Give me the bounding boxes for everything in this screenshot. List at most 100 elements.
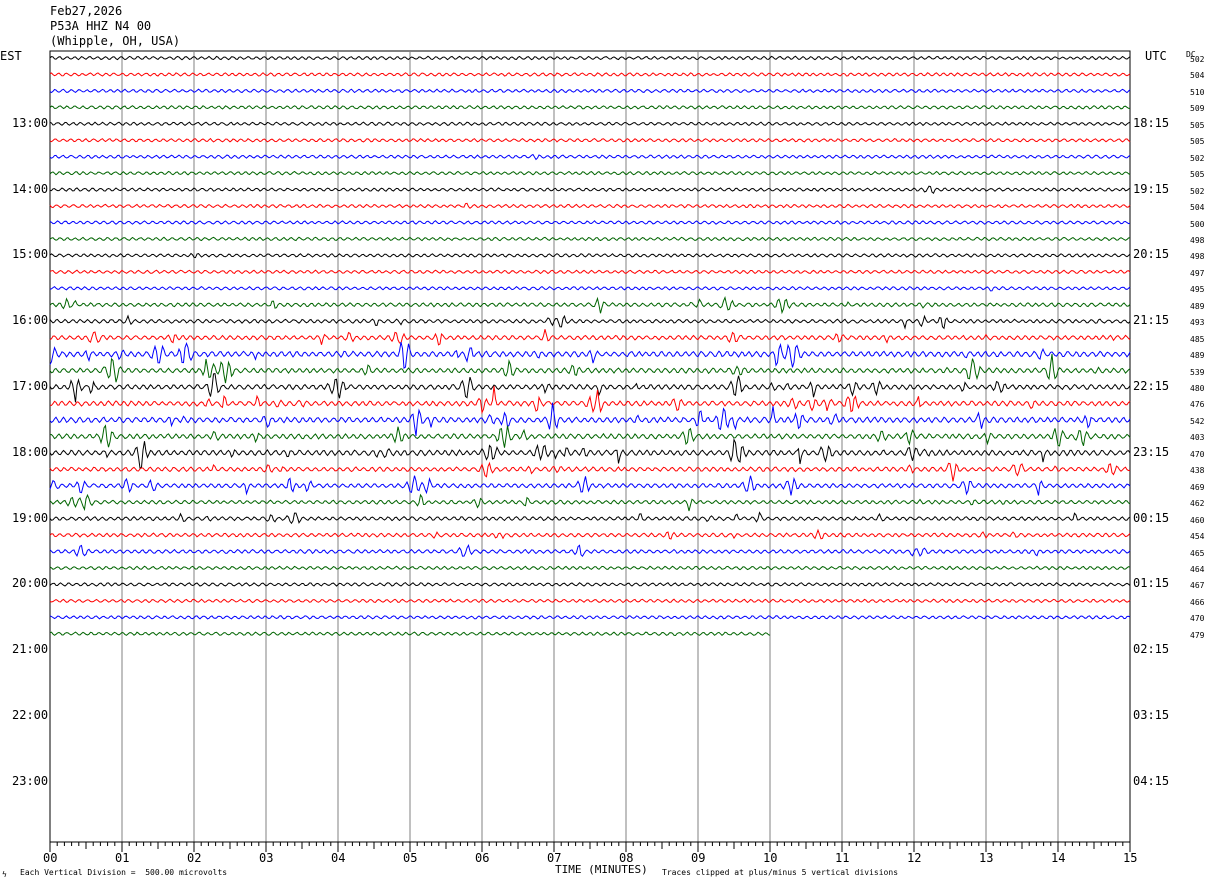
dc-offset-label: 470 bbox=[1190, 614, 1205, 624]
seismic-trace bbox=[49, 137, 1131, 143]
minute-tick-label: 12 bbox=[907, 851, 922, 865]
minute-tick-label: 13 bbox=[979, 851, 994, 865]
utc-hour-label: 01:15 bbox=[1133, 576, 1170, 591]
seismic-trace bbox=[49, 153, 1131, 161]
minute-tick-label: 01 bbox=[115, 851, 130, 865]
minute-tick-label: 14 bbox=[1051, 851, 1066, 865]
seismic-trace bbox=[49, 461, 1131, 482]
dc-offset-label: 403 bbox=[1190, 433, 1205, 443]
dc-offset-label: 464 bbox=[1190, 564, 1205, 574]
est-hour-label: 20:00 bbox=[12, 576, 49, 591]
est-axis-label: EST bbox=[0, 49, 22, 63]
seismic-trace bbox=[49, 437, 1131, 469]
dc-offset-label: 497 bbox=[1190, 268, 1205, 278]
seismic-trace bbox=[49, 511, 1131, 525]
est-hour-label: 23:00 bbox=[12, 773, 49, 788]
utc-hour-label: 18:15 bbox=[1133, 115, 1170, 130]
seismic-trace bbox=[49, 353, 1131, 384]
seismic-trace bbox=[49, 252, 1131, 259]
minute-tick-label: 05 bbox=[403, 851, 418, 865]
est-hour-label: 22:00 bbox=[12, 708, 49, 722]
seismic-trace bbox=[49, 285, 1131, 292]
dc-offset-label: 498 bbox=[1190, 252, 1205, 262]
seismic-trace bbox=[49, 543, 1131, 558]
dc-offset-label: 466 bbox=[1190, 597, 1205, 607]
dc-offset-label: 509 bbox=[1190, 104, 1205, 114]
seismic-trace bbox=[49, 72, 1131, 77]
dc-offset-label: 510 bbox=[1190, 87, 1205, 97]
utc-hour-label: 00:15 bbox=[1133, 510, 1170, 525]
seismic-trace bbox=[49, 424, 1131, 448]
dc-offset-label: 502 bbox=[1190, 186, 1205, 196]
location-label: (Whipple, OH, USA) bbox=[50, 34, 181, 48]
seismic-trace bbox=[49, 598, 1131, 604]
minute-tick-label: 07 bbox=[547, 851, 562, 865]
minute-tick-label: 09 bbox=[691, 851, 706, 865]
dc-offset-label: 505 bbox=[1190, 170, 1205, 180]
seismic-trace bbox=[49, 88, 1131, 94]
utc-hour-label: 19:15 bbox=[1133, 181, 1170, 196]
dc-offset-label: 467 bbox=[1190, 581, 1205, 591]
dc-offset-label: 539 bbox=[1190, 367, 1205, 377]
seismic-trace bbox=[49, 170, 1131, 176]
dc-offset-label: 495 bbox=[1190, 285, 1205, 295]
seismic-trace bbox=[49, 105, 1131, 110]
dc-offset-label: 542 bbox=[1190, 416, 1205, 426]
dc-offset-label: 500 bbox=[1190, 219, 1205, 229]
minute-tick-label: 11 bbox=[835, 851, 850, 865]
minute-tick-label: 15 bbox=[1123, 851, 1138, 865]
plot-frame bbox=[49, 50, 1131, 843]
seismic-trace bbox=[49, 402, 1131, 437]
utc-hour-label: 20:15 bbox=[1133, 247, 1170, 262]
dc-offset-label: 489 bbox=[1190, 301, 1205, 311]
seismic-trace bbox=[49, 236, 1131, 242]
seismic-trace bbox=[49, 295, 1131, 315]
seismic-trace bbox=[49, 373, 1131, 403]
dc-offset-label: 493 bbox=[1190, 318, 1205, 328]
est-hour-label: 13:00 bbox=[12, 115, 49, 130]
minute-tick-label: 03 bbox=[259, 851, 274, 865]
est-hour-label: 17:00 bbox=[12, 379, 49, 393]
seismic-trace bbox=[49, 475, 1131, 496]
est-hour-label: 14:00 bbox=[12, 181, 49, 196]
seismic-trace bbox=[49, 493, 1131, 512]
dc-offset-label: 498 bbox=[1190, 235, 1205, 245]
seismic-trace bbox=[49, 631, 771, 637]
dc-offset-label: 462 bbox=[1190, 499, 1205, 509]
seismic-trace bbox=[49, 269, 1131, 275]
seismic-trace bbox=[49, 185, 1131, 194]
minute-tick-label: 04 bbox=[331, 851, 346, 865]
scale-note: Each Vertical Division = 500.00 microvol… bbox=[20, 868, 228, 877]
dc-offset-label: 505 bbox=[1190, 120, 1205, 130]
seismic-trace bbox=[49, 385, 1131, 415]
dc-column-label: DC bbox=[1186, 50, 1196, 59]
dc-offset-label: 454 bbox=[1190, 532, 1205, 542]
est-hour-label: 16:00 bbox=[12, 313, 49, 328]
dc-offset-label: 470 bbox=[1190, 449, 1205, 459]
minute-tick-label: 00 bbox=[43, 851, 58, 865]
dc-offset-label: 485 bbox=[1190, 334, 1205, 344]
seismic-trace bbox=[49, 121, 1131, 127]
seismic-trace bbox=[49, 565, 1131, 571]
utc-hour-label: 22:15 bbox=[1133, 379, 1170, 393]
clip-note: Traces clipped at plus/minus 5 vertical … bbox=[662, 868, 899, 877]
seismic-trace bbox=[49, 314, 1131, 330]
corner-mark: ϟ bbox=[2, 870, 7, 879]
est-hour-label: 19:00 bbox=[12, 510, 49, 525]
dc-offset-label: 479 bbox=[1190, 630, 1205, 640]
seismic-trace bbox=[49, 582, 1131, 587]
station-label: P53A HHZ N4 00 bbox=[50, 19, 152, 33]
est-hour-label: 21:00 bbox=[12, 642, 49, 657]
dc-offset-label: 460 bbox=[1190, 515, 1205, 525]
date-label: Feb27,2026 bbox=[50, 4, 123, 18]
minute-tick-label: 06 bbox=[475, 851, 490, 865]
seismic-trace bbox=[49, 55, 1131, 61]
dc-offset-label: 504 bbox=[1190, 203, 1205, 213]
minute-tick-label: 08 bbox=[619, 851, 634, 865]
seismic-trace bbox=[49, 528, 1131, 540]
dc-offset-label: 476 bbox=[1190, 400, 1205, 410]
utc-hour-label: 23:15 bbox=[1133, 444, 1170, 459]
est-hour-label: 15:00 bbox=[12, 247, 49, 262]
est-hour-label: 18:00 bbox=[12, 444, 49, 459]
